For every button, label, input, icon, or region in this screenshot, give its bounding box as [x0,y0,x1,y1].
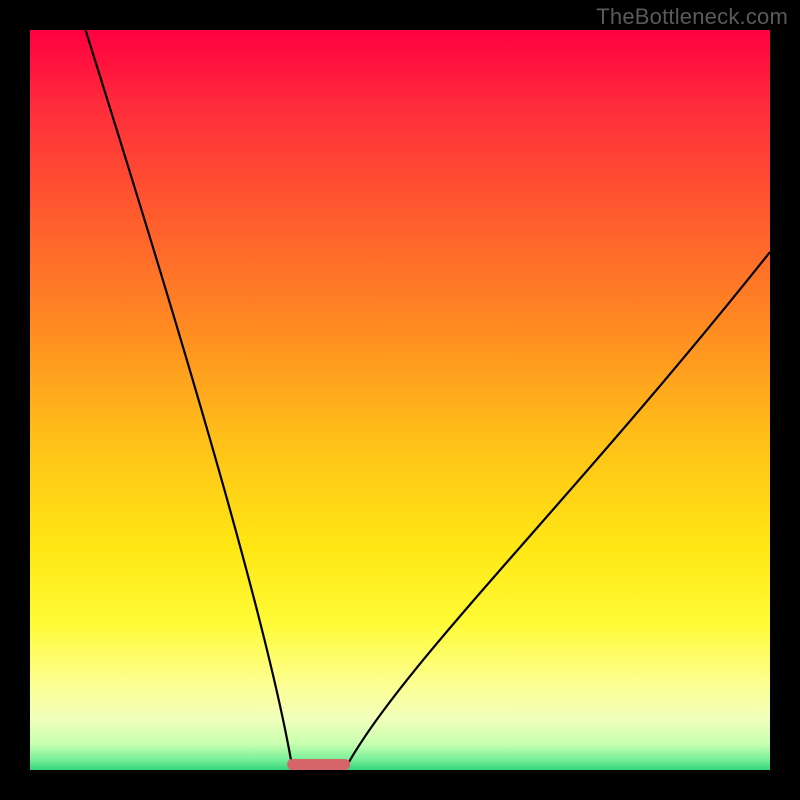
chart-canvas: TheBottleneck.com [0,0,800,800]
bottom-marker [287,759,350,770]
watermark-text: TheBottleneck.com [596,4,788,30]
chart-svg [0,0,800,800]
plot-background-gradient [30,30,770,770]
